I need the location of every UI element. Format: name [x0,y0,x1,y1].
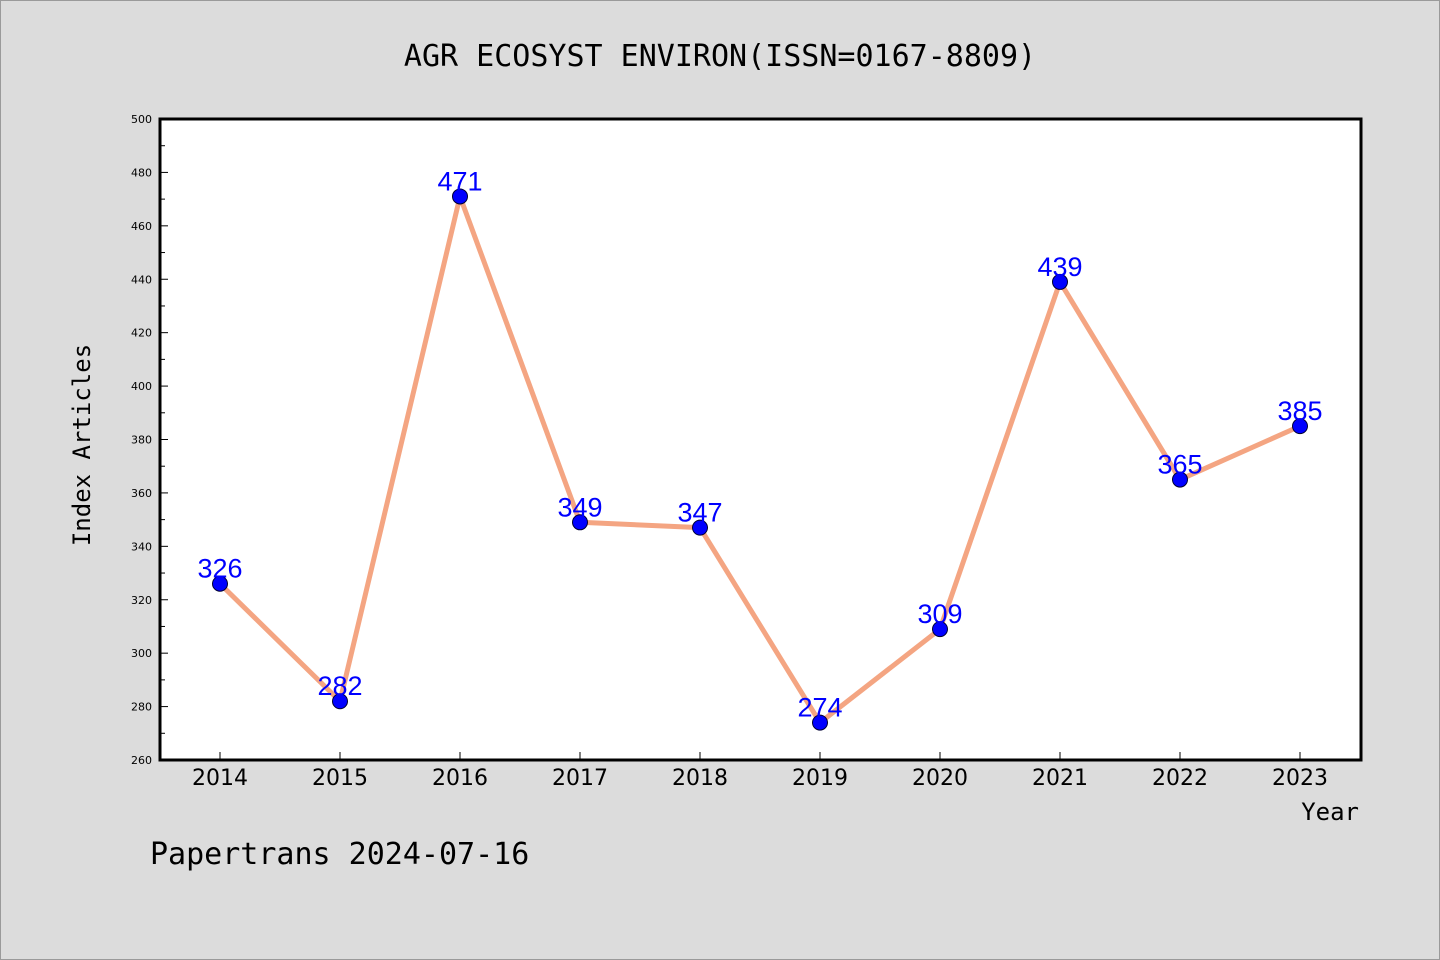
y-tick-label: 280 [131,701,152,714]
data-label: 439 [1037,252,1082,282]
y-tick-label: 460 [131,220,152,233]
data-point [932,621,948,638]
data-point [1292,418,1308,435]
x-tick-label: 2017 [552,766,608,791]
series-line [217,193,1303,726]
x-tick-label: 2021 [1032,766,1088,791]
data-label: 326 [197,554,242,584]
footer-credit: Papertrans 2024-07-16 [150,837,529,872]
data-label: 365 [1157,450,1202,480]
data-point [452,188,468,205]
data-label: 385 [1277,396,1322,426]
x-axis: 2014 2015 2016 2017 2018 2019 2020 2021 2022 2023 [192,752,1328,791]
x-tick-label: 2018 [672,766,728,791]
data-markers [212,188,1308,731]
x-tick-label: 2014 [192,766,248,791]
y-tick-label: 380 [131,434,152,447]
y-tick-label: 500 [131,113,152,126]
data-label: 347 [677,498,722,528]
y-tick-label: 420 [131,327,152,340]
data-point [812,714,828,731]
data-label: 349 [557,492,602,522]
y-axis: 260 280 300 320 340 360 380 400 420 440 460 480 500 [131,113,168,767]
data-label: 471 [437,166,482,196]
x-axis-label: Year [1301,798,1359,826]
chart-title: AGR ECOSYST ENVIRON(ISSN=0167-8809) [404,39,1036,74]
x-tick-label: 2023 [1272,766,1328,791]
y-tick-label: 360 [131,487,152,500]
data-point [1172,471,1188,488]
data-label: 282 [317,671,362,701]
y-tick-label: 440 [131,273,152,286]
x-tick-label: 2016 [432,766,488,791]
x-tick-label: 2019 [792,766,848,791]
x-tick-label: 2020 [912,766,968,791]
y-tick-label: 340 [131,540,152,553]
y-tick-label: 300 [131,647,152,660]
data-point [692,519,708,536]
data-point [572,514,588,531]
data-point [332,693,348,710]
data-label: 274 [797,693,842,723]
data-point [212,575,228,592]
x-tick-label: 2015 [312,766,368,791]
y-tick-label: 260 [131,754,152,767]
data-label: 309 [917,599,962,629]
y-tick-label: 320 [131,594,152,607]
y-tick-label: 400 [131,380,152,393]
data-point [1052,273,1068,290]
plot-area [158,117,1363,762]
y-tick-label: 480 [131,166,152,179]
y-axis-label: Index Articles [68,344,96,546]
data-labels: 326 282 471 349 347 274 309 439 365 385 [197,166,1322,722]
x-tick-label: 2022 [1152,766,1208,791]
